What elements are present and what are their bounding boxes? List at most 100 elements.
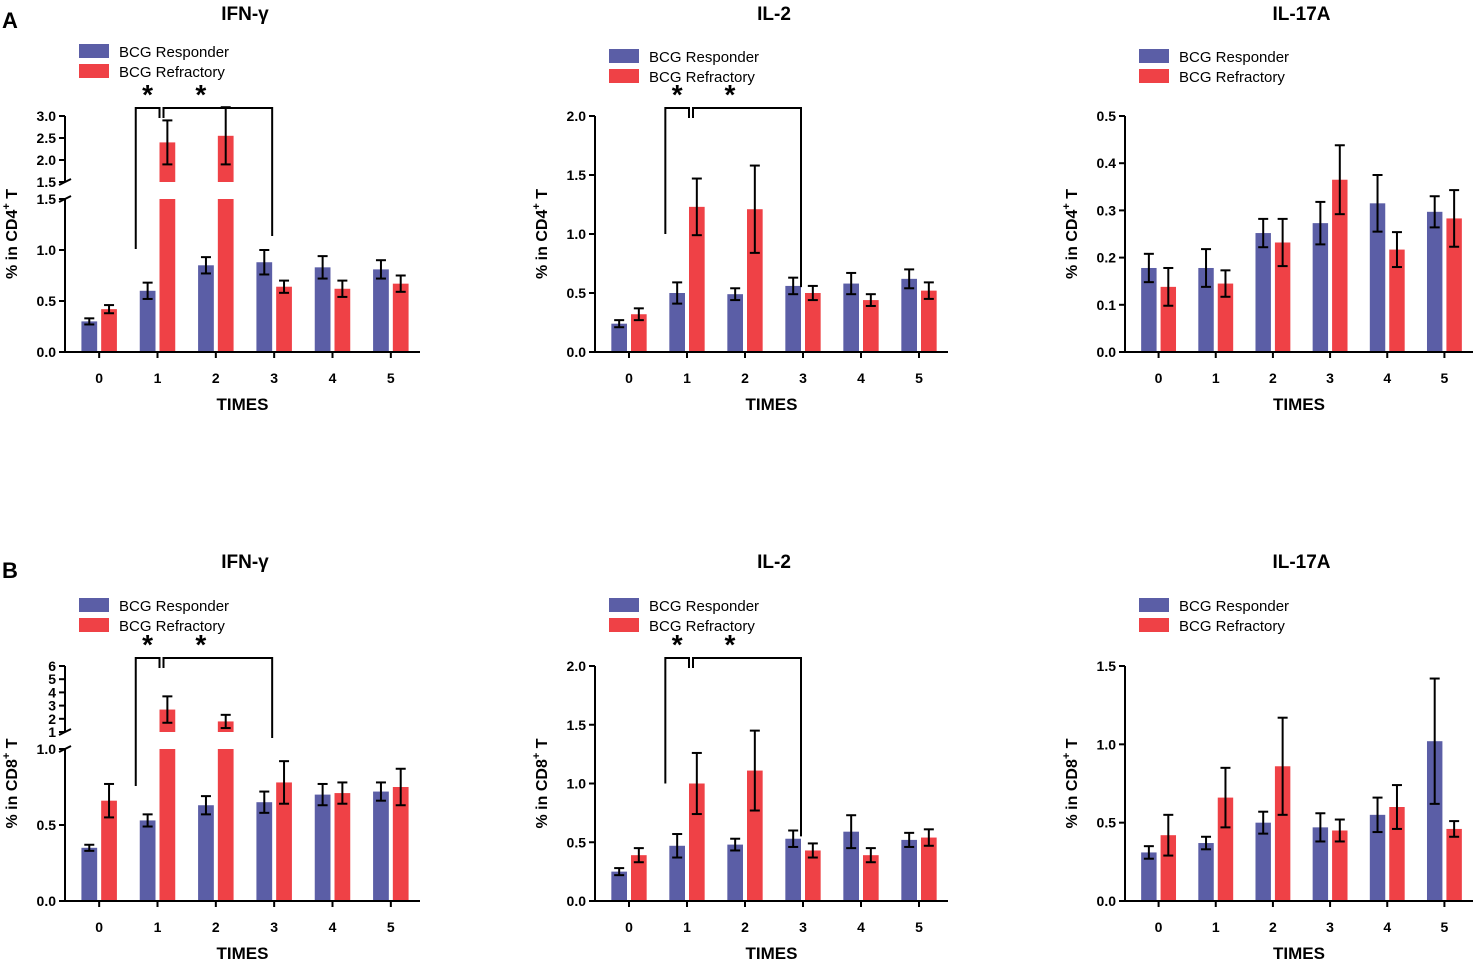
x-tick-label: 2 <box>741 919 749 935</box>
bar-responder <box>901 839 917 901</box>
chart-title: IFN-γ <box>221 552 269 573</box>
bar-responder <box>81 847 98 901</box>
bar-responder <box>256 802 273 901</box>
x-tick-label: 2 <box>212 919 220 935</box>
bar-refractory <box>921 837 937 901</box>
bar-refractory <box>689 783 705 901</box>
chart-B-IL2: IL-2 BCG Responder BCG Refractory 0 1 2 3 4 5 TIM… <box>531 552 948 961</box>
bar-refractory <box>392 283 409 352</box>
bar-responder <box>256 262 273 352</box>
y-axis-label: % in CD8+ T <box>531 738 551 828</box>
x-tick-label: 0 <box>1155 370 1163 386</box>
bar-responder <box>901 278 917 352</box>
bar-refractory <box>1217 797 1234 901</box>
y-axis-label-main: % in CD4 <box>1064 210 1081 279</box>
y-axis-label: % in CD4+ T <box>531 189 551 279</box>
x-axis-label: TIMES <box>746 395 798 414</box>
legend-swatch-responder <box>609 598 639 612</box>
x-tick-label: 4 <box>329 370 337 386</box>
x-tick-label: 3 <box>1326 919 1334 935</box>
bar-refractory <box>1160 835 1177 901</box>
y-tick-label: 1.5 <box>37 174 57 190</box>
legend-label-responder: BCG Responder <box>1179 598 1289 615</box>
y-tick-label: 1.5 <box>567 717 587 733</box>
x-tick-label: 1 <box>683 370 691 386</box>
bar-responder <box>727 294 743 352</box>
y-axis-label-main: % in CD8 <box>534 759 551 828</box>
bar-responder <box>139 290 156 352</box>
legend-label-refractory: BCG Refractory <box>119 64 225 81</box>
legend-swatch-refractory <box>1139 69 1169 83</box>
bar-refractory <box>392 787 409 901</box>
bar-responder <box>373 791 389 901</box>
bar-refractory <box>921 290 937 352</box>
y-tick-label: 3.0 <box>37 108 57 124</box>
bar-responder <box>669 845 685 901</box>
x-tick-label: 0 <box>95 919 103 935</box>
y-axis-label: % in CD4+ T <box>1 189 21 279</box>
y-tick-label: 1 <box>48 724 56 740</box>
significance-star: * <box>672 629 683 660</box>
y-tick-label: 4 <box>48 684 56 700</box>
bar-refractory <box>863 855 879 901</box>
legend-label-responder: BCG Responder <box>649 598 759 615</box>
legend-label-responder: BCG Responder <box>649 49 759 66</box>
bar-responder <box>1255 822 1271 901</box>
y-tick-label: 1.0 <box>567 776 587 792</box>
x-tick-label: 1 <box>1212 370 1220 386</box>
legend-label-refractory: BCG Refractory <box>649 618 755 635</box>
bar-refractory <box>1217 283 1234 352</box>
legend-swatch-refractory <box>1139 618 1169 632</box>
bar-responder <box>611 871 627 901</box>
bar-refractory <box>631 855 647 901</box>
bar-responder <box>1426 741 1443 901</box>
y-tick-label: 0.5 <box>567 834 587 850</box>
bar-refractory <box>631 314 647 352</box>
significance-star: * <box>142 79 153 110</box>
legend-label-refractory: BCG Refractory <box>1179 618 1285 635</box>
x-tick-label: 5 <box>1441 919 1449 935</box>
bar-responder <box>81 321 98 352</box>
bar-refractory <box>1389 807 1405 901</box>
x-axis-label: TIMES <box>746 944 798 961</box>
legend-swatch-responder <box>609 49 639 63</box>
bar-responder <box>785 838 801 901</box>
x-axis-label: TIMES <box>1273 944 1325 961</box>
bar-refractory <box>747 209 763 352</box>
y-axis-label-sup: + <box>1 753 13 759</box>
x-tick-label: 4 <box>857 370 865 386</box>
x-tick-label: 0 <box>1155 919 1163 935</box>
bar-responder <box>139 820 156 901</box>
y-tick-label: 0.0 <box>567 344 587 360</box>
y-tick-label: 1.5 <box>1097 658 1117 674</box>
bar-refractory <box>217 199 234 352</box>
x-tick-label: 4 <box>857 919 865 935</box>
bar-responder <box>669 293 685 352</box>
bar-responder <box>1369 203 1386 352</box>
y-axis-label-main: % in CD8 <box>4 759 21 828</box>
x-tick-label: 0 <box>95 370 103 386</box>
chart-title: IL-17A <box>1272 4 1330 25</box>
bar-responder <box>1198 267 1214 352</box>
legend-label-refractory: BCG Refractory <box>119 618 225 635</box>
y-tick-label: 5 <box>48 671 56 687</box>
chart-title: IFN-γ <box>221 4 269 25</box>
x-axis-label: TIMES <box>217 944 269 961</box>
x-tick-label: 5 <box>1441 370 1449 386</box>
bar-responder <box>1141 267 1157 352</box>
x-tick-label: 5 <box>915 919 923 935</box>
x-tick-label: 5 <box>915 370 923 386</box>
legend-label-refractory: BCG Refractory <box>1179 69 1285 86</box>
legend-label-responder: BCG Responder <box>119 44 229 61</box>
bar-responder <box>1312 223 1329 352</box>
y-axis-label: % in CD4+ T <box>1061 189 1081 279</box>
significance-bracket <box>134 657 274 786</box>
bar-responder <box>1198 843 1214 901</box>
panel-letter-a: A <box>2 8 18 33</box>
bar-refractory <box>159 199 176 352</box>
significance-bracket <box>664 657 802 837</box>
bar-responder <box>1255 233 1271 352</box>
y-tick-label: 1.0 <box>1097 736 1117 752</box>
bar-refractory <box>1274 242 1291 352</box>
